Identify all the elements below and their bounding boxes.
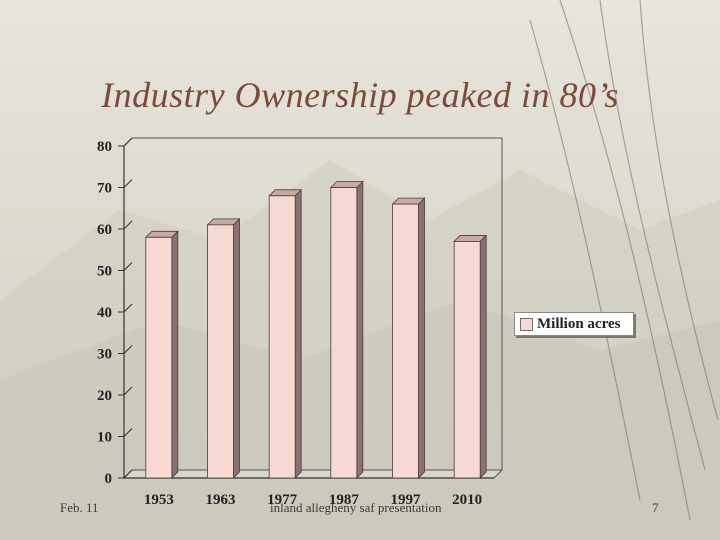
x-tick-label: 1997 xyxy=(391,492,422,508)
y-tick-depth xyxy=(123,345,133,354)
slide-number: 7 xyxy=(652,500,659,515)
y-tick-depth xyxy=(123,469,133,479)
bar-side xyxy=(233,217,240,479)
bar xyxy=(207,224,234,479)
bar-top xyxy=(206,218,241,226)
bar-side xyxy=(479,234,487,479)
bar xyxy=(330,187,358,479)
chart-floor xyxy=(122,469,504,479)
legend-swatch xyxy=(520,317,533,331)
y-tick-label: 0 xyxy=(105,471,113,487)
y-tick-label: 20 xyxy=(97,388,112,404)
y-tick-depth xyxy=(123,137,133,147)
x-tick-label: 1953 xyxy=(144,492,174,508)
y-tick-depth xyxy=(123,262,133,271)
bar-top xyxy=(268,189,303,197)
bar-top xyxy=(391,197,426,205)
y-tick-label: 10 xyxy=(97,430,112,446)
y-tick-depth xyxy=(123,220,133,230)
y-tick-label: 40 xyxy=(97,305,112,321)
footer-date: Feb. 11 xyxy=(60,500,99,515)
y-tick-label: 70 xyxy=(97,181,112,197)
y-tick-label: 50 xyxy=(97,264,112,280)
bar xyxy=(145,236,173,479)
willow-branches-decoration xyxy=(529,0,719,521)
y-tick-label: 60 xyxy=(97,222,112,238)
x-tick-label: 1987 xyxy=(329,492,360,508)
bar-side xyxy=(418,197,425,479)
bar-top xyxy=(453,235,488,242)
footer-presentation-name: inland allegheny saf presentation xyxy=(270,500,442,515)
chart-legend: Million acres xyxy=(514,312,634,336)
chart-back-wall xyxy=(123,137,503,480)
legend-label: Million acres xyxy=(537,315,621,332)
x-tick-label: 1963 xyxy=(206,492,236,508)
x-tick-label: 1977 xyxy=(267,492,298,508)
bar xyxy=(453,241,481,479)
bar-side xyxy=(294,188,302,479)
bar-side xyxy=(171,230,179,479)
bar xyxy=(392,203,419,479)
chart-bars xyxy=(144,180,488,479)
y-tick-depth xyxy=(123,428,133,437)
chart-tick-labels: 0 10 20 30 40 50 60 70 80 1953 1963 1977 1987 1997 201… xyxy=(97,139,482,508)
bar xyxy=(268,195,296,479)
y-tick-depth xyxy=(123,179,133,188)
y-tick-depth xyxy=(123,386,133,396)
y-tick-depth xyxy=(123,303,133,313)
x-tick-label: 2010 xyxy=(452,492,482,508)
bar-side xyxy=(356,180,364,479)
bar-top xyxy=(329,181,364,188)
slide-title: Industry Ownership peaked in 80’s xyxy=(101,75,619,115)
bar-top xyxy=(144,230,179,238)
y-tick-label: 80 xyxy=(97,139,112,155)
y-tick-label: 30 xyxy=(97,347,112,363)
